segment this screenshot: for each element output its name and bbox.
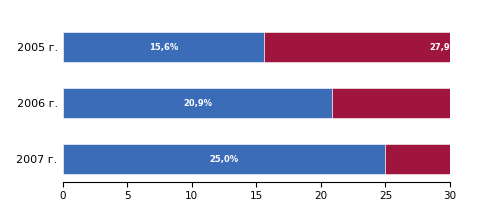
Bar [62,88,332,118]
Bar [62,144,386,174]
Bar [264,32,500,62]
Bar [62,32,264,62]
Text: 20,9%: 20,9% [183,99,212,108]
Text: 22,4%: 22,4% [462,99,492,108]
Bar [332,88,500,118]
Text: 25,0%: 25,0% [210,154,238,164]
Bar [386,144,500,174]
Text: 27,9%: 27,9% [430,42,458,52]
Text: 15,6%: 15,6% [148,42,178,52]
Text: 17,6%: 17,6% [484,154,500,164]
